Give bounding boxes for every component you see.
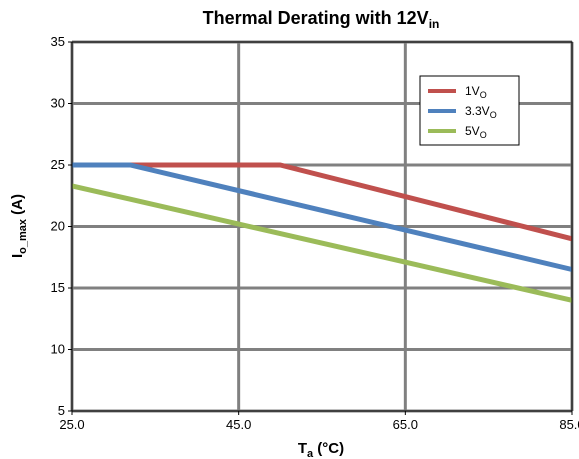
x-tick-label: 65.0 <box>393 417 418 432</box>
y-axis-ticks: 5 10 15 20 25 30 35 <box>51 34 72 418</box>
y-tick-label: 20 <box>51 219 65 234</box>
y-axis-title: Io_max (A) <box>9 194 29 258</box>
x-axis-title: Ta (°C) <box>298 440 344 459</box>
series-line-3-3v <box>72 162 573 272</box>
y-tick-label: 30 <box>51 96 65 111</box>
y-tick-label: 25 <box>51 157 65 172</box>
series-line-1v <box>72 162 573 242</box>
legend-label: 5VO <box>465 124 487 140</box>
y-tick-label: 35 <box>51 34 65 49</box>
x-tick-label: 25.0 <box>59 417 84 432</box>
legend-label: 1VO <box>465 84 487 100</box>
x-tick-label: 85.0 <box>559 417 579 432</box>
series-layer <box>71 162 573 303</box>
x-tick-label: 45.0 <box>226 417 251 432</box>
legend-label: 3.3VO <box>465 104 497 120</box>
y-tick-label: 5 <box>58 403 65 418</box>
legend: 1VO 3.3VO 5VO <box>419 75 520 146</box>
y-tick-label: 15 <box>51 280 65 295</box>
x-axis-ticks: 25.0 45.0 65.0 85.0 <box>59 411 579 432</box>
series-line-5v <box>71 183 573 303</box>
chart-title: Thermal Derating with 12Vin <box>203 8 440 31</box>
y-tick-label: 10 <box>51 342 65 357</box>
